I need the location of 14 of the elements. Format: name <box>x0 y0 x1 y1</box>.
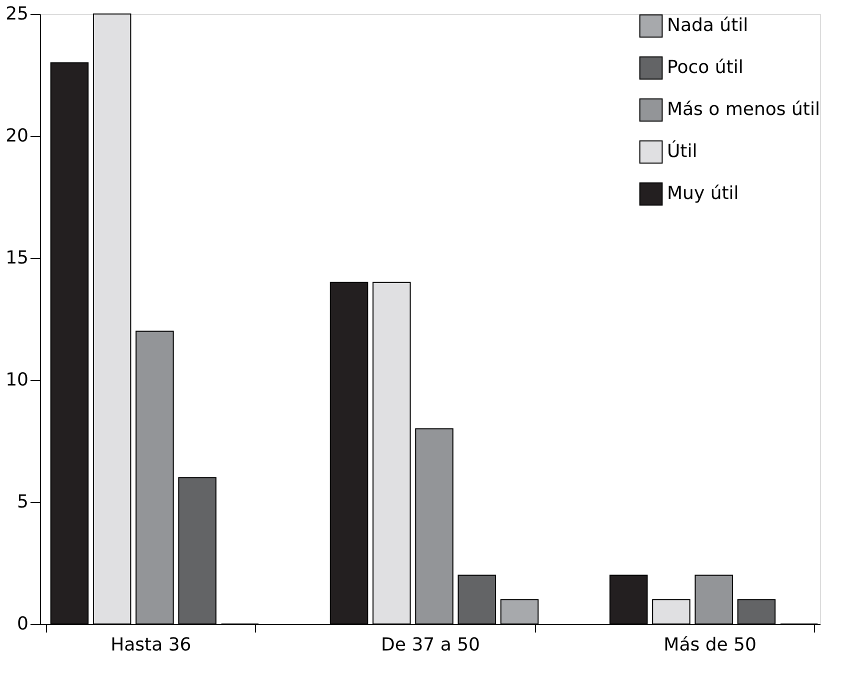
legend-label: Útil <box>667 140 698 162</box>
legend-label: Nada útil <box>667 15 748 36</box>
x-tick-label: De 37 a 50 <box>381 634 480 656</box>
x-tick-label: Más de 50 <box>664 634 756 656</box>
x-tick-label: Hasta 36 <box>110 634 192 656</box>
y-tick-label: 5 <box>17 492 28 512</box>
y-tick-label: 25 <box>6 4 28 24</box>
y-tick-label: 15 <box>6 248 28 268</box>
legend-label: Poco útil <box>667 57 744 78</box>
legend-label: Más o menos útil <box>667 99 820 120</box>
legend-label: Muy útil <box>667 183 739 204</box>
y-tick-label: 20 <box>6 126 28 146</box>
y-tick-label: 10 <box>6 370 28 390</box>
y-tick-label: 0 <box>17 614 28 634</box>
